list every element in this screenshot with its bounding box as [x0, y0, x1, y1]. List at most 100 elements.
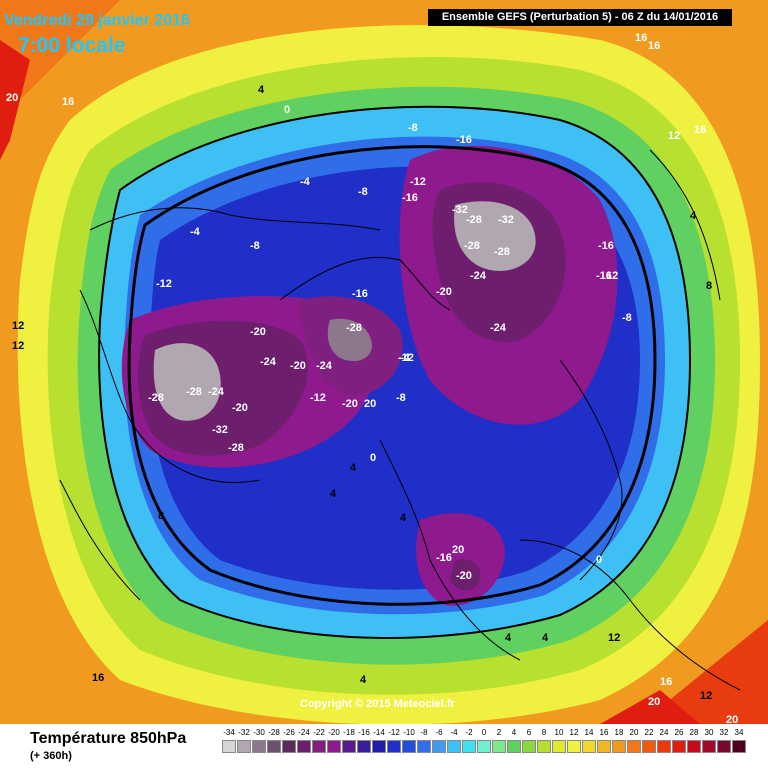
isotherm-label: -28: [228, 442, 244, 454]
scale-swatch: [627, 740, 641, 753]
isotherm-label: 12: [608, 632, 621, 644]
scale-tick-label: 26: [674, 728, 684, 737]
isotherm-label: -8: [622, 312, 632, 324]
isotherm-label: 4: [400, 512, 407, 524]
isotherm-label: 4: [505, 632, 512, 644]
scale-swatch: [357, 740, 371, 753]
scale-swatch: [492, 740, 506, 753]
scale-tick-label: -14: [373, 728, 385, 737]
scale-tick-label: -12: [388, 728, 400, 737]
forecast-date: Vendredi 29 janvier 2016: [4, 12, 190, 29]
scale-swatch: [477, 740, 491, 753]
legend-title: Température 850hPa: [30, 730, 187, 747]
scale-swatch: [567, 740, 581, 753]
isotherm-label: 20: [452, 544, 465, 556]
isotherm-label: -8: [396, 392, 406, 404]
scale-tick-label: -18: [343, 728, 355, 737]
isotherm-label: -24: [208, 386, 224, 398]
scale-swatch: [297, 740, 311, 753]
scale-tick-label: -30: [253, 728, 265, 737]
isotherm-label: -12: [410, 176, 426, 188]
isotherm-label: 12: [12, 320, 25, 332]
scale-tick-label: 2: [496, 728, 502, 737]
scale-swatch: [507, 740, 521, 753]
isotherm-label: 4: [330, 488, 337, 500]
isotherm-label: -16: [352, 288, 368, 300]
isotherm-label: -4: [300, 176, 310, 188]
scale-swatch: [447, 740, 461, 753]
isotherm-label: -28: [346, 322, 362, 334]
scale-swatch: [237, 740, 251, 753]
isotherm-label: -28: [464, 240, 480, 252]
scale-tick-label: -2: [465, 728, 473, 737]
isotherm-label: 4: [258, 84, 265, 96]
scale-tick-label: 32: [719, 728, 729, 737]
scale-tick-label: 4: [511, 728, 517, 737]
scale-swatch: [312, 740, 326, 753]
scale-tick-label: 14: [584, 728, 594, 737]
scale-swatch: [222, 740, 236, 753]
scale-tick-label: 6: [526, 728, 532, 737]
isotherm-label: -12: [310, 392, 326, 404]
scale-tick-label: -24: [298, 728, 310, 737]
scale-tick-label: 8: [541, 728, 547, 737]
isotherm-label: -28: [148, 392, 164, 404]
isotherm-label: -24: [260, 356, 276, 368]
scale-swatch: [342, 740, 356, 753]
isotherm-label: -16: [596, 270, 612, 282]
scale-tick-label: 20: [629, 728, 639, 737]
isotherm-label: 0: [284, 104, 291, 116]
isotherm-label: 20: [364, 398, 377, 410]
isotherm-label: -20: [250, 326, 266, 338]
scale-swatch: [522, 740, 536, 753]
scale-tick-label: -10: [403, 728, 415, 737]
scale-swatch: [327, 740, 341, 753]
scale-swatch: [387, 740, 401, 753]
scale-tick-label: -22: [313, 728, 325, 737]
isotherm-label: -20: [342, 398, 358, 410]
isotherm-label: -24: [470, 270, 486, 282]
isotherm-label: 4: [350, 462, 357, 474]
isotherm-label: -4: [400, 352, 410, 364]
isotherm-label: 16: [648, 40, 661, 52]
scale-tick-label: 22: [644, 728, 654, 737]
scale-tick-label: -20: [328, 728, 340, 737]
scale-swatch: [432, 740, 446, 753]
scale-swatch: [717, 740, 731, 753]
isotherm-label: -8: [408, 122, 418, 134]
scale-tick-label: 30: [704, 728, 714, 737]
scale-swatch: [672, 740, 686, 753]
isotherm-label: 16: [694, 124, 707, 136]
scale-swatch: [732, 740, 746, 753]
isotherm-label: -12: [156, 278, 172, 290]
isotherm-label: 20: [726, 714, 739, 724]
isotherm-label: -24: [490, 322, 506, 334]
scale-tick-label: 34: [734, 728, 744, 737]
temperature-field: [0, 0, 768, 724]
scale-tick-label: 16: [599, 728, 609, 737]
model-run-label: Ensemble GEFS (Perturbation 5) - 06 Z du…: [428, 9, 732, 26]
isotherm-label: -24: [316, 360, 332, 372]
scale-swatch: [687, 740, 701, 753]
isotherm-label: -4: [190, 226, 200, 238]
copyright: Copyright © 2015 Meteociel.fr: [300, 698, 455, 710]
isotherm-label: 16: [660, 676, 673, 688]
scale-swatch: [537, 740, 551, 753]
isotherm-label: -32: [498, 214, 514, 226]
isotherm-label: 8: [158, 510, 165, 522]
isotherm-label: -12: [398, 352, 414, 364]
scale-swatch: [552, 740, 566, 753]
isotherm-label: -16: [436, 552, 452, 564]
isotherm-label: 12: [700, 690, 713, 702]
isotherm-label: -20: [456, 570, 472, 582]
isotherm-label: -28: [186, 386, 202, 398]
isotherm-label: -32: [212, 424, 228, 436]
scale-tick-label: 10: [554, 728, 564, 737]
isotherm-label: 0: [370, 452, 377, 464]
scale-swatch: [372, 740, 386, 753]
isotherm-label: 4: [360, 674, 367, 686]
isotherm-label: 8: [706, 280, 713, 292]
scale-swatch: [417, 740, 431, 753]
scale-swatch: [267, 740, 281, 753]
legend-footer: Température 850hPa (+ 360h) -34 -32 -30 -28…: [0, 724, 768, 768]
